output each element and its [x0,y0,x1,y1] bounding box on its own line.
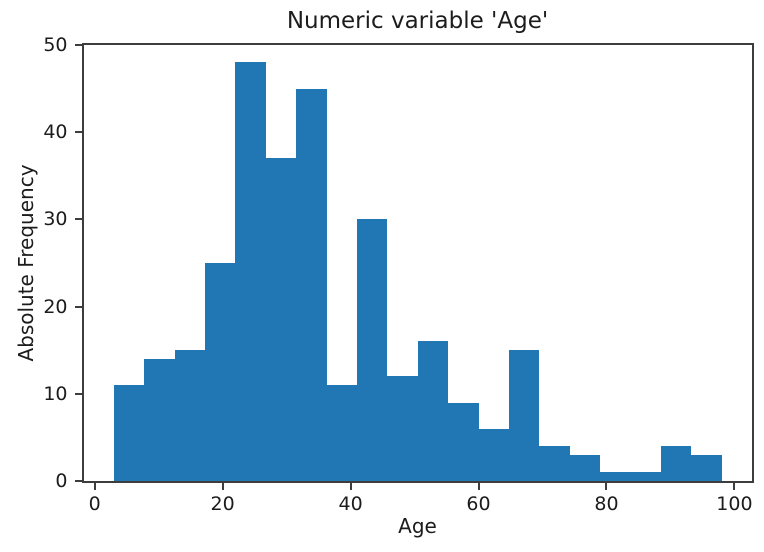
histogram-bar [508,350,540,481]
histogram-bar [205,263,236,481]
histogram-bar [356,219,388,481]
histogram-bar [144,358,175,481]
histogram-bar [691,454,722,481]
x-tick-label: 80 [594,493,619,515]
y-tick-label: 0 [55,470,68,492]
y-tick-mark [74,305,82,308]
histogram-bar [660,446,692,481]
histogram-bar [326,385,357,481]
x-tick-label: 60 [466,493,491,515]
histogram-bar [569,454,601,481]
y-tick-label: 40 [43,121,68,144]
histogram-bar [448,402,479,481]
y-tick-mark [74,218,82,221]
histogram-bar [600,472,631,481]
y-axis-label: Absolute Frequency [14,164,38,362]
x-tick-label: 40 [338,493,363,515]
y-tick-mark [74,480,82,482]
histogram-bar [174,350,206,481]
histogram-bar [387,376,418,481]
y-tick-label: 30 [43,208,68,231]
histogram-bar [113,385,145,481]
x-tick-mark [605,483,608,490]
y-tick-mark [74,44,82,46]
y-tick-mark [74,131,82,134]
x-tick-mark [349,483,352,490]
histogram-bar [630,472,661,481]
histogram-bar [235,62,266,481]
x-tick-mark [221,483,224,490]
x-axis-label: Age [398,514,437,538]
x-tick-label: 20 [210,493,235,515]
histogram-bar [265,158,297,481]
y-tick-label: 50 [43,34,68,56]
histogram-bar [417,341,449,481]
x-tick-mark [733,483,736,490]
x-tick-label: 0 [88,493,101,515]
x-tick-mark [93,483,96,490]
y-tick-label: 10 [43,382,68,405]
y-tick-mark [74,392,82,395]
histogram-bar [296,88,327,481]
histogram-bar [539,446,570,481]
x-tick-mark [477,483,480,490]
x-tick-label: 100 [716,493,753,515]
y-tick-label: 20 [43,295,68,318]
histogram-bar [478,428,509,481]
plot-area [84,45,753,481]
chart-title: Numeric variable 'Age' [286,8,549,34]
